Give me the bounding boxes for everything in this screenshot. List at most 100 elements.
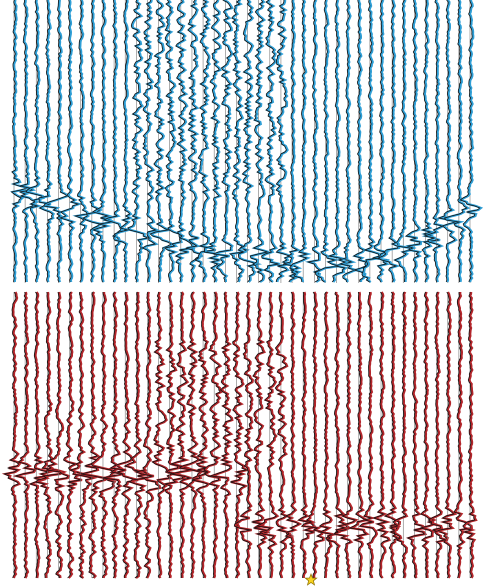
trace-wiggle (191, 291, 209, 579)
trace-wiggle (314, 0, 340, 283)
trace-wiggle (28, 291, 50, 579)
trace-wiggle (151, 291, 173, 579)
trace-wiggle (301, 291, 323, 579)
trace-fill (315, 0, 341, 283)
trace-fill (178, 291, 204, 579)
trace-fill (149, 0, 174, 283)
trace-fill (108, 291, 139, 579)
trace-wiggle (459, 0, 481, 283)
trace-fill (168, 291, 197, 579)
trace-wiggle (274, 291, 292, 579)
trace-wiggle (326, 291, 349, 579)
trace-wiggle (433, 291, 455, 579)
trace-wiggle (337, 0, 356, 283)
trace-wiggle (420, 291, 435, 578)
trace-wiggle (443, 0, 468, 283)
trace-fill (376, 0, 402, 283)
marker-layer (304, 573, 318, 586)
trace-fill (390, 0, 413, 282)
trace-wiggle (82, 0, 101, 283)
trace-wiggle (42, 0, 68, 283)
trace-fill (214, 0, 234, 282)
trace-fill (347, 291, 370, 579)
trace-wiggle (453, 291, 472, 579)
bottom-panel (1, 291, 478, 579)
trace-fill (211, 291, 234, 579)
trace-wiggle (372, 0, 388, 283)
trace-wiggle (169, 291, 194, 579)
trace-fill (192, 291, 211, 579)
trace-fill (69, 291, 98, 579)
trace-wiggle (427, 291, 448, 579)
trace-fill (284, 0, 303, 283)
trace-fill (90, 291, 118, 579)
trace-fill (113, 0, 134, 283)
trace-fill (123, 291, 152, 579)
trace-fill (317, 291, 334, 579)
trace-fill (35, 291, 68, 579)
trace-wiggle (391, 0, 411, 282)
trace-wiggle (437, 0, 457, 283)
trace-fill (261, 0, 280, 283)
trace-fill (25, 0, 45, 283)
trace-wiggle (81, 291, 105, 579)
trace-fill (133, 291, 162, 579)
trace-fill (228, 0, 250, 283)
trace-wiggle (185, 0, 202, 283)
trace-fill (27, 291, 54, 579)
trace-wiggle (127, 0, 150, 283)
trace-fill (10, 0, 32, 283)
trace-fill (351, 0, 369, 283)
trace-wiggle (102, 291, 123, 579)
top-panel (10, 0, 483, 283)
trace-wiggle (406, 291, 425, 579)
trace-wiggle (318, 291, 332, 579)
trace-fill (174, 0, 196, 283)
trace-fill (203, 291, 223, 579)
trace-fill (459, 0, 483, 283)
trace-fill (127, 0, 153, 283)
trace-fill (44, 291, 71, 579)
trace-wiggle (358, 291, 377, 579)
trace-wiggle (203, 291, 221, 579)
trace-wiggle (163, 291, 184, 579)
trace-wiggle (204, 0, 220, 283)
trace-fill (326, 0, 357, 283)
trace-fill (331, 291, 359, 579)
trace-wiggle (249, 0, 268, 283)
trace-fill (275, 0, 294, 283)
trace-wiggle (297, 291, 314, 578)
trace-fill (1, 291, 22, 579)
trace-wiggle (38, 0, 53, 283)
trace-fill (103, 291, 125, 579)
trace-wiggle (69, 291, 94, 579)
trace-fill (151, 291, 176, 579)
trace-fill (63, 291, 88, 579)
trace-wiggle (194, 0, 215, 283)
trace-wiggle (210, 291, 232, 579)
trace-wiggle (149, 0, 172, 283)
trace-fill (12, 291, 38, 579)
trace-wiggle (103, 0, 122, 283)
trace-wiggle (141, 0, 157, 283)
trace-wiggle (377, 0, 399, 283)
trace-wiggle (2, 291, 20, 579)
trace-wiggle (134, 291, 160, 579)
trace-wiggle (372, 291, 389, 579)
trace-wiggle (255, 291, 277, 579)
trace-wiggle (233, 291, 253, 579)
trace-fill (358, 291, 379, 579)
trace-wiggle (213, 0, 232, 282)
trace-wiggle (405, 0, 421, 283)
trace-wiggle (462, 291, 476, 579)
trace-fill (361, 0, 382, 283)
trace-wiggle (261, 0, 279, 283)
trace-wiggle (62, 291, 84, 579)
trace-wiggle (237, 0, 259, 283)
trace-wiggle (123, 291, 149, 579)
trace-wiggle (163, 0, 181, 283)
trace-fill (249, 0, 270, 283)
trace-fill (193, 0, 217, 283)
trace-fill (141, 0, 161, 283)
